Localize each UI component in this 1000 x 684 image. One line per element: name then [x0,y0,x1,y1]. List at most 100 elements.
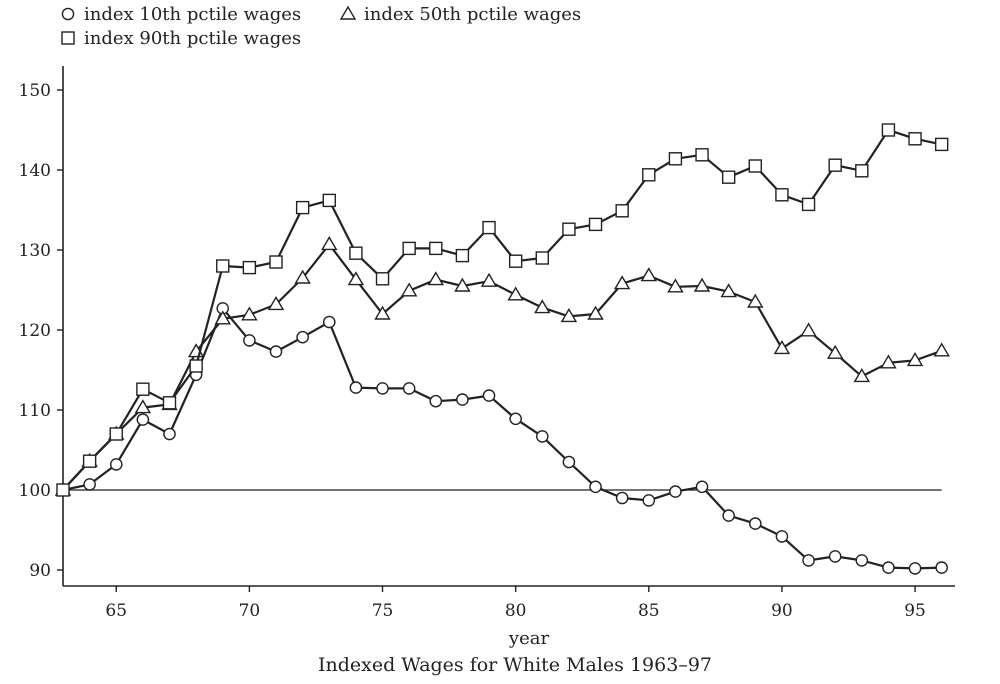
legend-label-triangle: index 50th pctile wages [364,4,581,25]
data-point-square [881,123,896,137]
data-point-square [455,248,470,263]
y-tick-label: 130 [19,241,51,261]
data-point-square [748,159,762,173]
data-point-circle [83,478,96,491]
legend-label-circle: index 10th pctile wages [84,4,301,25]
y-tick-label: 140 [19,161,51,181]
data-point-circle [535,430,549,443]
data-point-square [429,241,443,256]
y-tick-label: 150 [19,81,51,101]
data-point-square [562,222,576,236]
y-tick-label: 110 [19,401,51,421]
y-tick-label: 100 [19,481,51,501]
legend-label-square: index 90th pctile wages [84,28,301,49]
data-point-square [908,132,922,146]
data-point-triangle [800,322,817,337]
data-point-triangle [560,308,578,323]
data-point-triangle [880,354,897,369]
data-point-triangle [507,286,524,301]
data-point-triangle [374,305,391,320]
series-line-circle [62,307,942,570]
x-tick-label: 75 [372,601,394,621]
data-point-triangle [294,269,311,284]
data-point-circle [882,561,895,574]
x-tick-label: 90 [771,601,793,621]
data-point-circle [669,485,682,498]
data-point-square [136,382,150,396]
data-point-triangle [933,342,950,357]
data-point-circle [908,562,922,575]
data-point-square [82,454,97,468]
legend-marker-square [61,31,75,45]
data-point-square [695,148,709,162]
data-point-circle [296,330,309,344]
x-tick-label: 65 [105,601,127,621]
data-point-circle [402,382,416,395]
data-point-circle [456,393,469,406]
data-point-circle [802,554,815,567]
data-point-circle [722,509,735,522]
data-point-square [508,254,523,268]
data-point-triangle [134,399,152,414]
series-line-square [62,128,942,491]
data-point-square [668,152,683,166]
data-point-square [349,246,363,260]
data-point-triangle [747,293,764,308]
data-point-square [775,188,789,202]
data-point-square [56,483,70,497]
data-point-circle [269,345,283,358]
data-point-circle [322,315,336,329]
data-point-circle [243,334,256,347]
data-point-square [482,220,496,235]
data-point-square [535,251,549,265]
data-point-square [402,241,416,256]
data-point-triangle [480,272,498,287]
data-point-square [242,260,257,275]
data-point-square [162,396,177,410]
data-point-circle [429,394,443,408]
x-tick-label: 85 [638,601,660,621]
data-point-circle [482,389,496,402]
series-square [56,123,949,497]
data-point-triangle [534,299,551,314]
series-group [54,123,950,575]
data-point-circle [136,413,150,426]
x-ticks: 65 70 75 80 85 90 95 [105,586,926,621]
data-point-circle [376,382,389,395]
y-ticks: 90 100 110 120 130 140 150 [19,81,63,581]
data-point-triangle [826,344,844,359]
data-point-square [828,158,842,172]
series-circle [56,302,948,575]
data-point-square [588,217,603,232]
data-point-square [855,164,869,178]
legend: index 10th pctile wages index 50th pctile… [61,4,581,49]
y-tick-label: 90 [29,561,51,581]
data-point-square [615,204,629,218]
data-point-square [109,427,123,441]
data-point-circle [349,381,363,394]
data-point-triangle [906,352,924,367]
data-point-square [269,255,283,269]
data-point-triangle [720,283,737,298]
data-point-circle [615,491,629,505]
data-point-triangle [693,277,711,292]
x-axis-title: year [508,628,550,649]
data-point-circle [775,530,789,543]
data-point-triangle [613,275,631,290]
data-point-circle [562,455,576,469]
data-point-triangle [773,340,791,355]
data-point-circle [748,517,762,530]
data-point-triangle [587,305,604,320]
data-point-square [642,168,656,182]
data-point-triangle [427,271,444,286]
chart-title: Indexed Wages for White Males 1963–97 [318,654,712,676]
legend-marker-triangle [339,5,357,20]
data-point-triangle [454,277,471,292]
x-tick-label: 95 [904,601,926,621]
data-point-triangle [321,236,338,251]
y-tick-label: 120 [19,321,51,341]
data-point-square [801,197,816,212]
data-point-circle [589,480,602,494]
data-point-triangle [347,271,365,286]
